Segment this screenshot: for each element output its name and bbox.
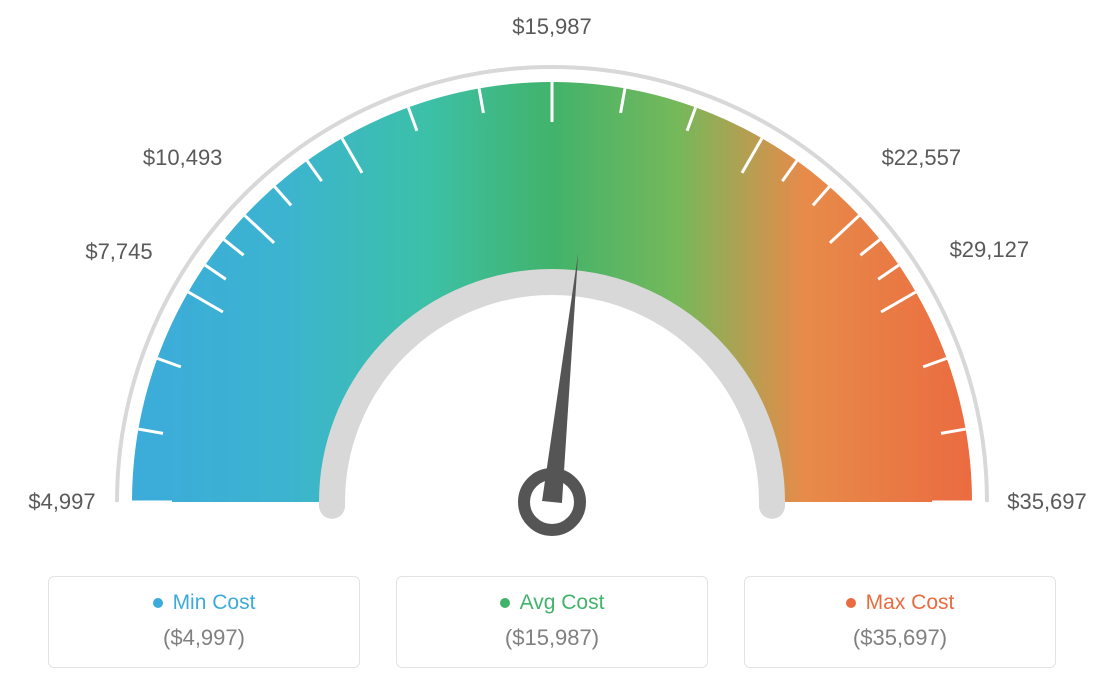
legend-label-min: Min Cost bbox=[173, 591, 256, 615]
legend-head-max: Max Cost bbox=[755, 591, 1045, 615]
legend-head-avg: Avg Cost bbox=[407, 591, 697, 615]
legend-head-min: Min Cost bbox=[59, 591, 349, 615]
legend-card-avg: Avg Cost ($15,987) bbox=[396, 576, 708, 668]
legend-value-avg: ($15,987) bbox=[407, 625, 697, 651]
gauge-svg bbox=[0, 0, 1104, 540]
legend-label-max: Max Cost bbox=[866, 591, 955, 615]
dot-icon bbox=[153, 598, 163, 608]
gauge-tick-label: $7,745 bbox=[85, 239, 152, 265]
gauge-tick-label: $4,997 bbox=[28, 489, 95, 515]
legend-value-min: ($4,997) bbox=[59, 625, 349, 651]
legend-card-max: Max Cost ($35,697) bbox=[744, 576, 1056, 668]
gauge-tick-label: $15,987 bbox=[512, 14, 592, 40]
legend-row: Min Cost ($4,997) Avg Cost ($15,987) Max… bbox=[0, 576, 1104, 668]
legend-value-max: ($35,697) bbox=[755, 625, 1045, 651]
legend-label-avg: Avg Cost bbox=[520, 591, 605, 615]
gauge-tick-label: $10,493 bbox=[143, 145, 223, 171]
gauge-chart: $4,997 $7,745 $10,493 $15,987 $22,557 $29,127… bbox=[0, 0, 1104, 540]
gauge-tick-label: $22,557 bbox=[882, 145, 962, 171]
gauge-tick-label: $35,697 bbox=[1007, 489, 1087, 515]
legend-card-min: Min Cost ($4,997) bbox=[48, 576, 360, 668]
dot-icon bbox=[846, 598, 856, 608]
gauge-tick-label: $29,127 bbox=[950, 237, 1030, 263]
dot-icon bbox=[500, 598, 510, 608]
